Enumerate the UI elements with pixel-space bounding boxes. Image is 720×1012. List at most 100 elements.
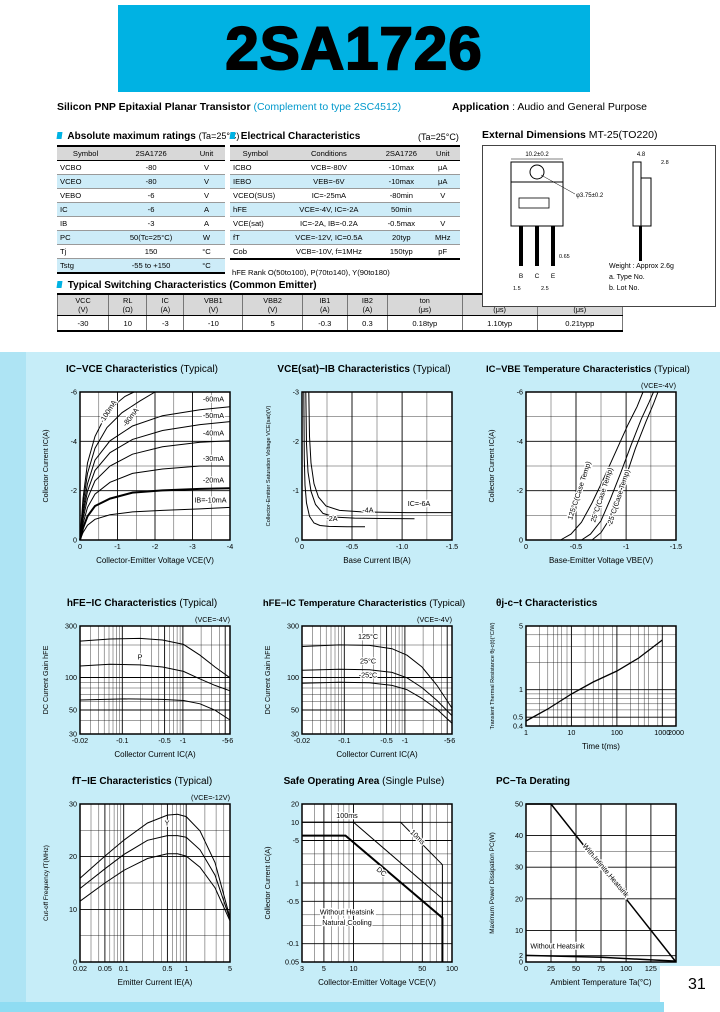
svg-text:Cut-off Frequency fT(MHz): Cut-off Frequency fT(MHz) bbox=[43, 845, 50, 921]
switching-header: Typical Switching Characteristics (Commo… bbox=[56, 280, 317, 291]
svg-text:P: P bbox=[138, 653, 143, 662]
table-cell: VCE=-4V, IC=-2A bbox=[280, 202, 378, 217]
svg-text:-4: -4 bbox=[517, 437, 523, 446]
complement-link[interactable]: (Complement to type 2SC4512) bbox=[253, 101, 402, 113]
table-cell: μA bbox=[425, 160, 460, 175]
svg-text:100: 100 bbox=[611, 728, 623, 737]
svg-text:Without Heatsink: Without Heatsink bbox=[530, 942, 585, 951]
chart-title: PC−Ta Derating bbox=[496, 776, 570, 787]
table-row: -30 10 -3 -10 5 -0.3 0.3 0.18typ 1.10typ 0.21typp bbox=[56, 315, 624, 332]
table-cell: A bbox=[188, 216, 225, 231]
svg-text:Collector Current IC(A): Collector Current IC(A) bbox=[336, 750, 418, 759]
table-row: fT VCE=-12V, IC=0.5A 20typ MHz bbox=[230, 230, 460, 245]
table-cell: PC bbox=[57, 230, 115, 245]
table-cell: IB1 (A) bbox=[301, 293, 348, 316]
chart-canvas: 0255075100125150021020304050With Infinit… bbox=[489, 800, 682, 988]
table-cell: IB bbox=[57, 216, 115, 231]
svg-text:-0.5: -0.5 bbox=[380, 736, 392, 745]
table-cell: MHz bbox=[425, 230, 460, 245]
svg-text:100: 100 bbox=[287, 673, 299, 682]
table-cell: Tstg bbox=[57, 258, 115, 274]
svg-text:10: 10 bbox=[291, 818, 299, 827]
svg-text:Collector Current IC(A): Collector Current IC(A) bbox=[263, 846, 272, 919]
table-cell: 2SA1726 bbox=[114, 146, 189, 161]
product-title: 2SA1726 bbox=[224, 14, 483, 83]
chart-title: VCE(sat)−IB Characteristics bbox=[277, 364, 410, 375]
elec-header: Electrical Characteristics bbox=[229, 131, 361, 142]
table-row: VCE(sat) IC=-2A, IB=-0.2A -0.5max V bbox=[230, 216, 460, 231]
table-cell: 150typ bbox=[377, 244, 426, 260]
svg-text:0.5: 0.5 bbox=[162, 964, 172, 973]
table-row: VCBO -80 V bbox=[57, 160, 225, 175]
svg-text:0.5: 0.5 bbox=[513, 713, 523, 722]
chart-title: Safe Operating Area bbox=[283, 776, 380, 787]
svg-text:50: 50 bbox=[69, 706, 77, 715]
table-cell: VCEO(SUS) bbox=[230, 188, 281, 203]
svg-text:-2: -2 bbox=[517, 486, 523, 495]
hfe-rank-note: hFE Rank O(50to100), P(70to140), Y(90to1… bbox=[232, 268, 390, 277]
svg-text:Base-Emitter Voltage VBE(V): Base-Emitter Voltage VBE(V) bbox=[549, 556, 653, 565]
table-cell: W bbox=[188, 230, 225, 245]
subtitle-text: Silicon PNP Epitaxial Planar Transistor bbox=[57, 101, 251, 113]
table-cell: IC bbox=[57, 202, 115, 217]
package-drawing: 10.2±0.2 φ3.75±0.2 B C E 1.5 2.5 0.65 4.… bbox=[510, 152, 674, 292]
chart-theta-t: θj-c−t Characteristics 1 10 100 1000 2000 0.4… bbox=[482, 598, 694, 758]
table-cell: Symbol bbox=[230, 146, 281, 161]
table-cell: hFE bbox=[230, 202, 281, 217]
application-value: : Audio and General Purpose bbox=[509, 101, 647, 113]
svg-text:125: 125 bbox=[645, 964, 657, 973]
section-marker-icon bbox=[229, 132, 236, 139]
svg-text:-1: -1 bbox=[402, 736, 408, 745]
table-cell: VCC (V) bbox=[56, 293, 110, 316]
svg-text:1: 1 bbox=[295, 879, 299, 888]
page-number: 31 bbox=[688, 976, 706, 993]
table-cell: VCE(sat) bbox=[230, 216, 281, 231]
svg-text:0.4: 0.4 bbox=[513, 722, 523, 731]
svg-text:10: 10 bbox=[567, 728, 575, 737]
svg-text:2000: 2000 bbox=[668, 728, 684, 737]
table-cell: Tj bbox=[57, 244, 115, 259]
svg-text:-0.1: -0.1 bbox=[338, 736, 350, 745]
table-cell: pF bbox=[425, 244, 460, 260]
svg-text:Y: Y bbox=[165, 818, 170, 827]
dim-hole: φ3.75±0.2 bbox=[576, 193, 604, 199]
page-number-area bbox=[660, 966, 720, 1012]
external-dims-title: External Dimensions bbox=[482, 129, 586, 141]
table-cell: ICBO bbox=[230, 160, 281, 175]
svg-text:100: 100 bbox=[65, 673, 77, 682]
svg-text:Collector Current IC(A): Collector Current IC(A) bbox=[41, 429, 50, 502]
abs-ratings-header: Absolute maximum ratings (Ta=25°C) bbox=[56, 131, 239, 142]
svg-text:100ms: 100ms bbox=[336, 811, 358, 820]
table-cell: IC (A) bbox=[146, 293, 185, 316]
svg-text:(VCE=-4V): (VCE=-4V) bbox=[195, 615, 230, 624]
svg-text:30: 30 bbox=[69, 730, 77, 739]
table-cell: VEBO bbox=[57, 188, 115, 203]
pin-label-c: C bbox=[535, 273, 540, 280]
svg-text:10: 10 bbox=[350, 964, 358, 973]
table-cell: -3 bbox=[146, 315, 185, 332]
pin-label-b: B bbox=[519, 273, 523, 280]
svg-text:5: 5 bbox=[322, 964, 326, 973]
svg-text:Collector-Emitter Saturation V: Collector-Emitter Saturation Voltage VCE… bbox=[266, 406, 272, 527]
svg-text:-20mA: -20mA bbox=[203, 475, 224, 484]
table-cell: V bbox=[425, 216, 460, 231]
dim-side-w2: 2.8 bbox=[661, 160, 669, 166]
svg-text:-1: -1 bbox=[114, 542, 120, 551]
dim-lead: 0.65 bbox=[559, 254, 570, 260]
table-row: hFE VCE=-4V, IC=-2A 50min bbox=[230, 202, 460, 217]
table-cell: 1.10typ bbox=[461, 315, 538, 332]
svg-text:25: 25 bbox=[547, 964, 555, 973]
table-cell: IEBO bbox=[230, 174, 281, 189]
table-cell: -3 bbox=[114, 216, 189, 231]
pin-label-e: E bbox=[551, 273, 556, 280]
svg-text:-30mA: -30mA bbox=[203, 454, 224, 463]
svg-text:-1.5: -1.5 bbox=[446, 542, 458, 551]
svg-text:Collector-Emitter Voltage VCE(: Collector-Emitter Voltage VCE(V) bbox=[318, 978, 436, 987]
table-cell: 50min bbox=[377, 202, 426, 217]
table-cell: VCB=-80V bbox=[280, 160, 378, 175]
chart-title-suffix: (Typical) bbox=[654, 364, 690, 375]
svg-text:40: 40 bbox=[515, 831, 523, 840]
svg-text:0: 0 bbox=[524, 542, 528, 551]
elec-title: Electrical Characteristics bbox=[240, 131, 361, 142]
table-cell: 2SA1726 bbox=[377, 146, 426, 161]
